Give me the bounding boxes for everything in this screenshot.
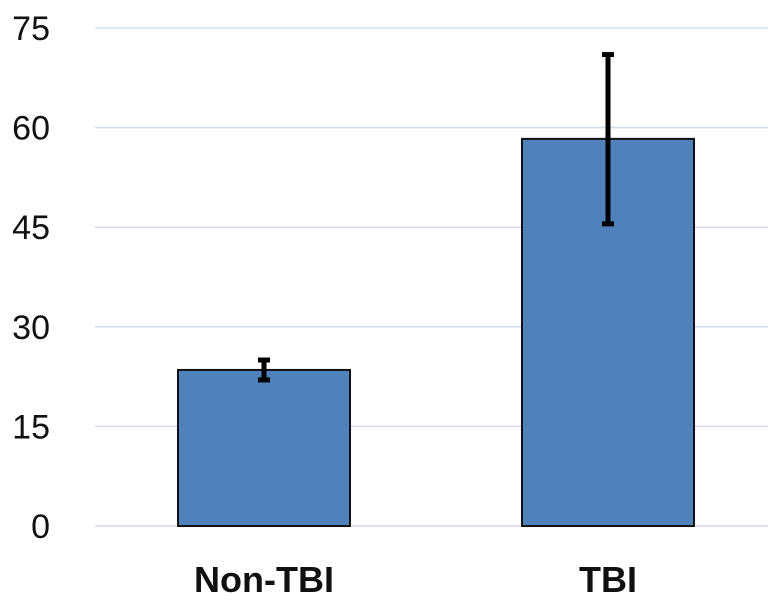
error-bar-non-tbi xyxy=(258,357,270,383)
y-axis-tick-labels: 0 15 30 45 60 75 xyxy=(12,10,50,546)
x-category-label-tbi: TBI xyxy=(579,559,637,600)
bars xyxy=(177,137,695,527)
y-tick-label-45: 45 xyxy=(12,209,50,247)
error-bars xyxy=(258,52,614,383)
x-axis-category-labels: Non-TBI TBI xyxy=(194,559,637,600)
x-category-label-non-tbi: Non-TBI xyxy=(194,559,334,600)
y-tick-label-15: 15 xyxy=(12,408,50,446)
bar-non-tbi xyxy=(177,368,351,527)
y-tick-label-75: 75 xyxy=(12,10,50,48)
y-tick-label-0: 0 xyxy=(31,508,50,546)
y-tick-label-30: 30 xyxy=(12,309,50,347)
error-bar-tbi xyxy=(602,52,614,227)
y-tick-label-60: 60 xyxy=(12,110,50,148)
